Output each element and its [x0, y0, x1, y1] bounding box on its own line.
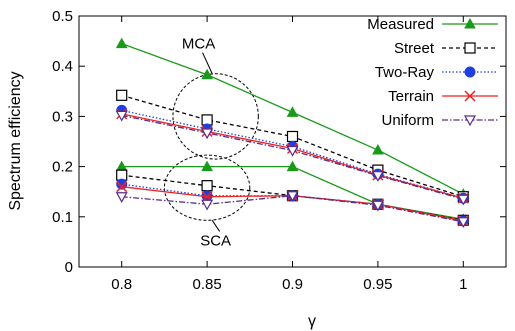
data-point-street: [116, 89, 128, 101]
data-point-measured: [201, 68, 213, 80]
legend-label: Terrain: [388, 88, 434, 105]
legend-marker: [464, 90, 476, 102]
x-axis-label: γ: [308, 313, 316, 330]
data-point-street: [201, 180, 213, 192]
y-tick-label: 0.2: [52, 159, 73, 176]
legend-label: Street: [394, 40, 435, 57]
annotation-arrow-sca: [211, 220, 221, 232]
y-tick-label: 0.3: [52, 108, 73, 125]
legend-entry-terrain: Terrain: [388, 88, 498, 105]
legend-entry-two-ray: Two-Ray: [375, 64, 498, 81]
x-tick-label: 1: [459, 276, 467, 293]
x-stroke: [464, 90, 476, 102]
y-axis-label: Spectrum efficiency: [7, 71, 24, 210]
y-tick-label: 0.1: [52, 209, 73, 226]
data-point-street: [116, 169, 128, 181]
x-tick-label: 0.85: [192, 276, 221, 293]
plot-area: 0 0.1 0.2 0.3 0.4 0.5 0.8 0.85 0.9 0.95 1 MCA SCA: [52, 8, 507, 293]
legend-label: Uniform: [381, 112, 434, 129]
series-line-street-sca: [121, 174, 464, 221]
annotation-ellipse-sca: [163, 154, 251, 221]
data-point-uniform: [201, 199, 214, 211]
data-point-uniform: [201, 128, 214, 140]
data-point-uniform: [457, 217, 470, 229]
legend-marker: [464, 17, 476, 29]
legend-entry-measured: Measured: [367, 16, 498, 33]
series-uniform: [115, 110, 470, 229]
data-point-uniform: [286, 145, 299, 157]
data-point-street: [201, 114, 213, 126]
legend-marker: [464, 42, 476, 54]
y-tick-label: 0.5: [52, 8, 73, 25]
annotation-ellipse-mca: [172, 73, 259, 160]
y-tick-label: 0.4: [52, 58, 73, 75]
data-point-uniform: [371, 171, 384, 182]
annotation-label-sca: SCA: [200, 232, 231, 249]
legend-label: Two-Ray: [375, 64, 435, 81]
data-point-measured: [115, 37, 128, 49]
series-line-two-ray-sca: [121, 183, 464, 222]
data-point-uniform: [115, 192, 128, 203]
x-tick-label: 0.95: [363, 276, 392, 293]
data-point-measured: [201, 160, 213, 172]
annotation-label-mca: MCA: [182, 36, 215, 53]
x-stroke: [116, 181, 128, 193]
data-point-uniform: [115, 110, 128, 122]
legend-marker: [463, 115, 477, 127]
data-point-uniform: [371, 200, 384, 212]
legend-marker: [464, 66, 476, 78]
legend: Measured Street Two-Ray Terrain Uniform: [367, 16, 498, 129]
data-point-measured: [286, 160, 299, 172]
data-point-measured: [286, 106, 299, 117]
legend-entry-street: Street: [394, 40, 498, 57]
legend-label: Measured: [367, 16, 434, 33]
data-point-measured: [372, 144, 384, 155]
annotation-arrow-mca: [202, 52, 213, 74]
y-tick-label: 0: [65, 259, 73, 276]
data-point-uniform: [457, 194, 470, 206]
data-point-uniform: [286, 191, 299, 202]
x-tick-label: 0.9: [282, 276, 303, 293]
data-point-street: [286, 130, 299, 143]
legend-entry-uniform: Uniform: [381, 112, 498, 129]
data-point-terrain: [116, 181, 128, 193]
x-tick-label: 0.8: [111, 276, 132, 293]
